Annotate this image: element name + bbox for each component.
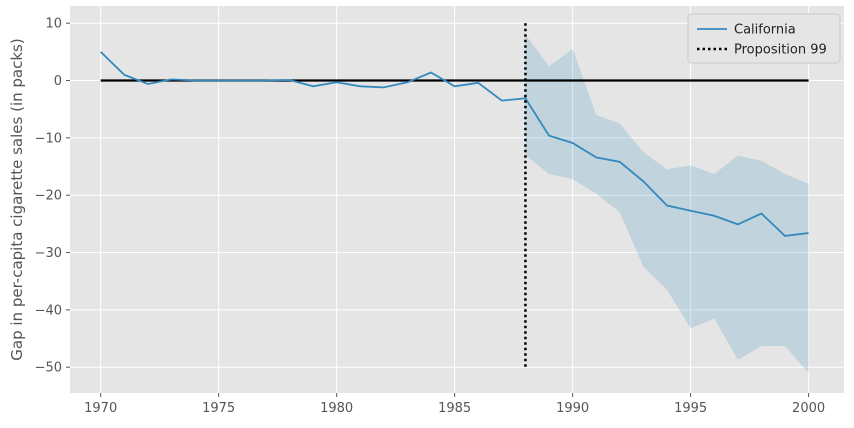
legend-label-california: California [734,23,796,38]
x-axis: 1970 1975 1980 1985 1990 1995 2000 [84,393,825,416]
y-tick-label: −20 [35,189,62,204]
x-tick-label: 1985 [438,401,471,416]
legend: California Proposition 99 [687,13,841,64]
legend-box [687,13,841,64]
x-tick-label: 1970 [84,401,117,416]
x-tick-label: 1975 [202,401,235,416]
legend-label-proposition-99: Proposition 99 [734,43,827,58]
y-axis-label: Gap in per-capita cigarette sales (in pa… [8,38,26,360]
x-tick-label: 1990 [556,401,589,416]
x-tick-label: 1980 [320,401,353,416]
y-tick-label: 10 [45,17,62,32]
y-tick-label: −10 [35,131,62,146]
y-axis: 10 0 −10 −20 −30 −40 −50 [35,17,70,376]
confidence-band [525,34,809,373]
y-tick-label: −50 [35,361,62,376]
x-tick-label: 2000 [792,401,825,416]
series-line-california [100,51,809,237]
y-tick-label: −30 [35,246,62,261]
x-tick-label: 1995 [674,401,707,416]
y-tick-label: 0 [54,74,62,89]
y-tick-label: −40 [35,303,62,318]
plot-background [70,6,844,393]
